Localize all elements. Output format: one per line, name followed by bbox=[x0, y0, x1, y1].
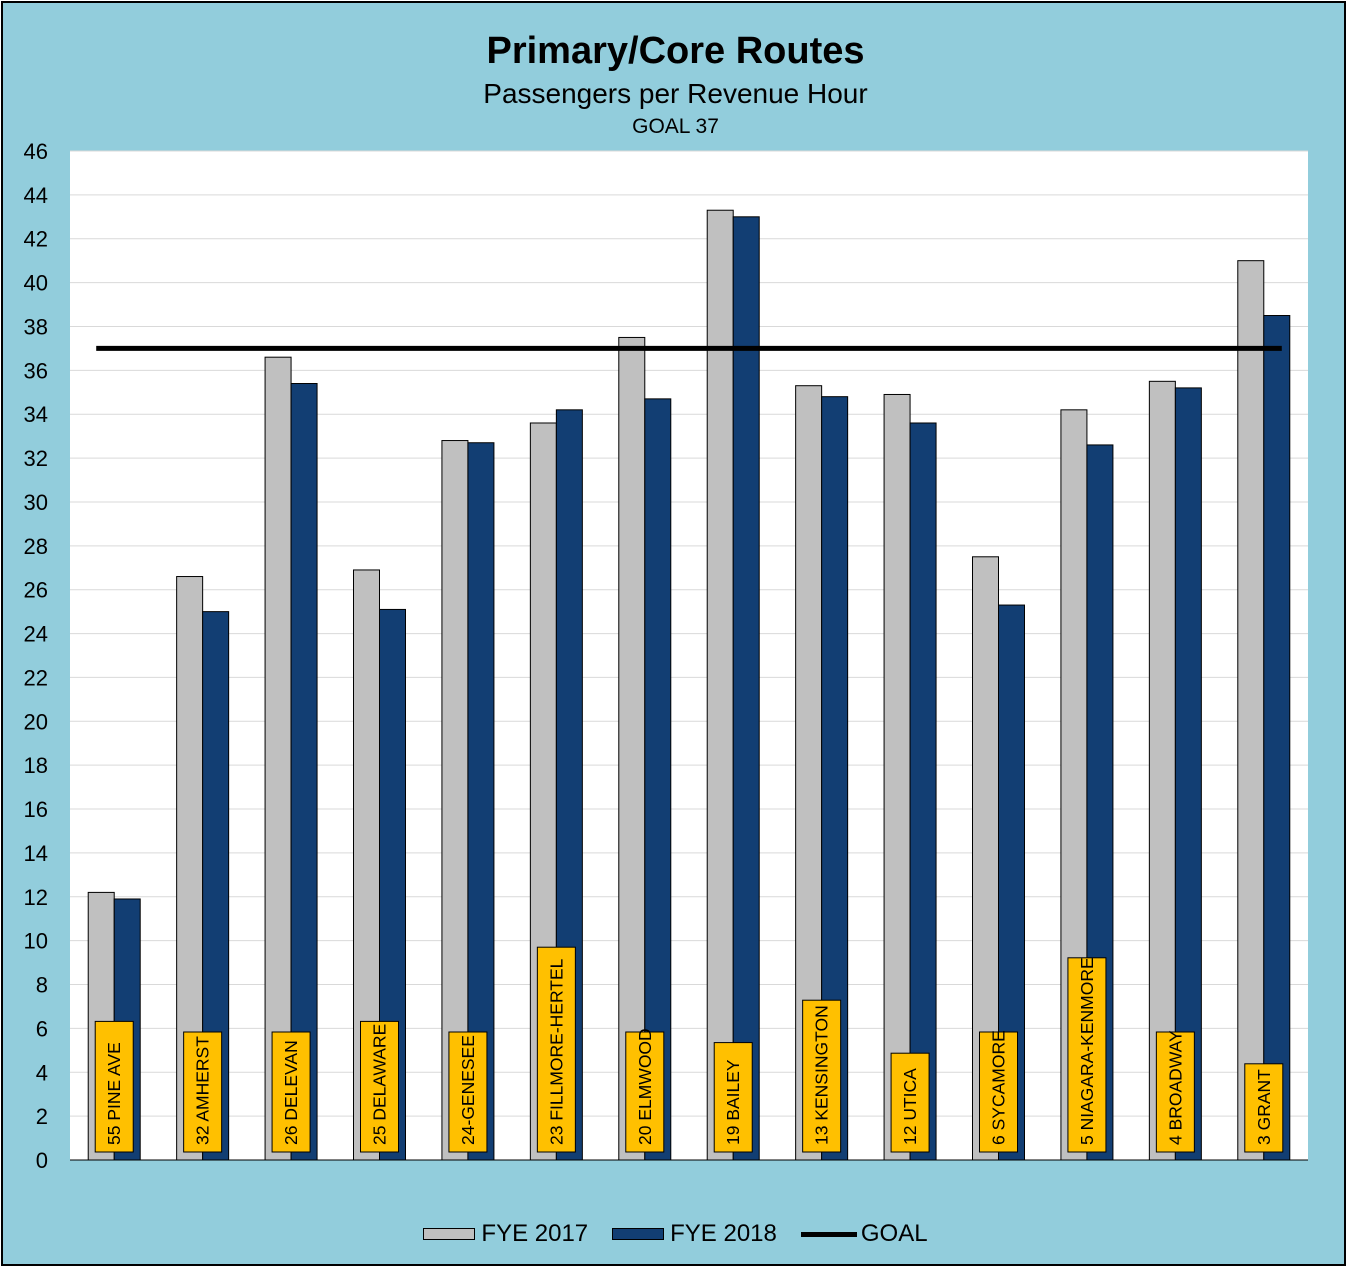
category-label: 13 KENSINGTON bbox=[812, 1005, 832, 1145]
y-tick-label: 24 bbox=[24, 622, 48, 647]
bar-fye-2017 bbox=[1148, 380, 1176, 1161]
bar-fye-2017 bbox=[706, 209, 734, 1161]
chart-title: Primary/Core Routes bbox=[486, 30, 865, 72]
bar-fye-2018 bbox=[909, 422, 937, 1161]
y-tick-label: 0 bbox=[36, 1148, 48, 1173]
category-label-box bbox=[94, 1020, 134, 1153]
category-label-box bbox=[271, 1031, 311, 1153]
category-label-box bbox=[448, 1031, 488, 1153]
category-label-box bbox=[1067, 957, 1107, 1153]
bar-fye-2017 bbox=[264, 356, 292, 1161]
legend-swatch-fye-2018 bbox=[612, 1228, 665, 1240]
category-label: 4 BROADWAY bbox=[1165, 1030, 1185, 1145]
bar-fye-2018 bbox=[732, 216, 760, 1161]
chart-subtitle: Passengers per Revenue Hour bbox=[483, 78, 868, 109]
legend-item-goal: GOAL bbox=[800, 1220, 928, 1248]
category-label-box bbox=[536, 946, 576, 1153]
y-tick-label: 26 bbox=[24, 578, 48, 603]
y-tick-label: 10 bbox=[24, 929, 48, 954]
y-tick-label: 22 bbox=[24, 665, 48, 690]
category-label-box bbox=[1155, 1031, 1195, 1153]
category-label-box bbox=[890, 1052, 930, 1153]
category-label: 19 BAILEY bbox=[723, 1059, 743, 1145]
y-tick-label: 32 bbox=[24, 446, 48, 471]
category-label: 12 UTICA bbox=[900, 1068, 920, 1145]
bar-fye-2017 bbox=[618, 336, 646, 1161]
category-label-box bbox=[625, 1031, 665, 1153]
y-tick-label: 12 bbox=[24, 885, 48, 910]
y-tick-label: 28 bbox=[24, 534, 48, 559]
category-label-box bbox=[713, 1042, 753, 1153]
bar-fye-2017 bbox=[883, 393, 911, 1161]
y-tick-label: 2 bbox=[36, 1104, 48, 1129]
y-tick-label: 16 bbox=[24, 797, 48, 822]
category-label-box bbox=[1244, 1063, 1284, 1153]
category-label-box bbox=[979, 1031, 1018, 1153]
category-label: 55 PINE AVE bbox=[104, 1042, 124, 1145]
y-tick-label: 6 bbox=[36, 1016, 48, 1041]
legend-label-fye-2018: FYE 2018 bbox=[670, 1220, 777, 1247]
legend: FYE 2017 FYE 2018 GOAL bbox=[0, 1220, 1351, 1248]
category-label: 3 GRANT bbox=[1254, 1069, 1274, 1145]
y-tick-label: 38 bbox=[24, 314, 48, 339]
legend-item-fye-2017: FYE 2017 bbox=[423, 1220, 588, 1248]
category-label: 32 AMHERST bbox=[193, 1036, 213, 1145]
bar-fye-2018 bbox=[1263, 315, 1291, 1161]
category-label: 5 NIAGARA-KENMORE bbox=[1077, 957, 1097, 1145]
category-label: 20 ELMWOOD bbox=[635, 1028, 655, 1145]
bar-fye-2018 bbox=[290, 383, 318, 1161]
y-tick-label: 30 bbox=[24, 490, 48, 515]
y-tick-label: 36 bbox=[24, 358, 48, 383]
category-label: 26 DELEVAN bbox=[281, 1040, 301, 1145]
goal-note: GOAL 37 bbox=[632, 115, 719, 138]
category-label-box bbox=[360, 1020, 399, 1153]
category-label: 25 DELAWARE bbox=[370, 1024, 390, 1145]
legend-item-fye-2018: FYE 2018 bbox=[612, 1220, 777, 1248]
y-tick-label: 18 bbox=[24, 753, 48, 778]
category-label: 6 SYCAMORE bbox=[989, 1030, 1009, 1145]
y-tick-label: 34 bbox=[24, 402, 48, 427]
y-tick-label: 20 bbox=[24, 709, 48, 734]
y-tick-label: 4 bbox=[36, 1060, 48, 1085]
legend-swatch-fye-2017 bbox=[423, 1228, 476, 1240]
legend-line-goal bbox=[800, 1231, 857, 1237]
legend-label-fye-2017: FYE 2017 bbox=[481, 1220, 589, 1247]
y-tick-label: 44 bbox=[24, 183, 48, 208]
y-tick-label: 42 bbox=[24, 227, 48, 252]
y-tick-label: 8 bbox=[36, 973, 48, 998]
y-tick-label: 46 bbox=[24, 139, 48, 164]
category-label-box bbox=[183, 1031, 223, 1153]
y-tick-label: 40 bbox=[24, 271, 48, 296]
bar-fye-2017 bbox=[1237, 260, 1265, 1161]
category-label-box bbox=[802, 999, 842, 1153]
plot-area bbox=[70, 151, 1308, 1160]
y-tick-label: 14 bbox=[24, 841, 48, 866]
bar-fye-2018 bbox=[1174, 387, 1202, 1161]
category-label: 24-GENESEE bbox=[458, 1035, 478, 1145]
legend-label-goal: GOAL bbox=[860, 1220, 928, 1247]
category-label: 23 FILLMORE-HERTEL bbox=[546, 958, 566, 1145]
